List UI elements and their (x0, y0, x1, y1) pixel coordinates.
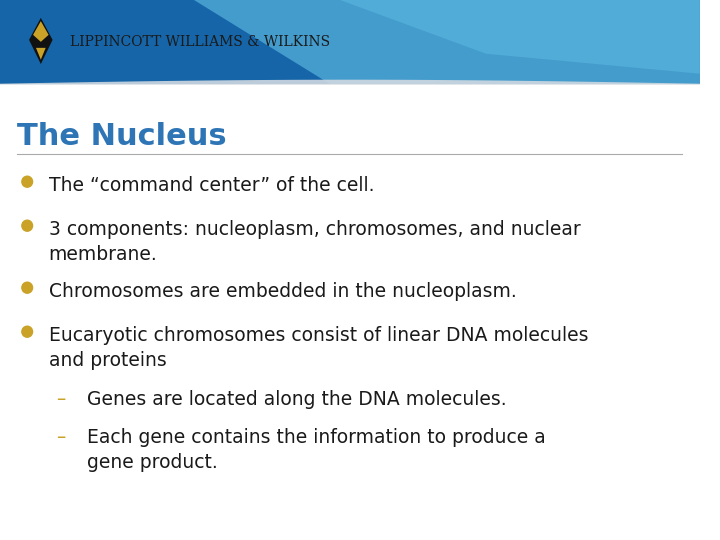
Polygon shape (36, 48, 45, 59)
Circle shape (22, 326, 32, 337)
Text: –: – (56, 390, 66, 409)
Text: Chromosomes are embedded in the nucleoplasm.: Chromosomes are embedded in the nucleopl… (48, 282, 516, 301)
Text: The Nucleus: The Nucleus (17, 122, 227, 151)
Circle shape (22, 220, 32, 231)
Text: LIPPINCOTT WILLIAMS & WILKINS: LIPPINCOTT WILLIAMS & WILKINS (70, 35, 330, 49)
Polygon shape (0, 80, 700, 85)
Text: –: – (56, 428, 66, 447)
Polygon shape (29, 18, 53, 64)
Polygon shape (340, 0, 700, 73)
Circle shape (22, 176, 32, 187)
Text: Genes are located along the DNA molecules.: Genes are located along the DNA molecule… (87, 390, 507, 409)
Text: The “command center” of the cell.: The “command center” of the cell. (48, 176, 374, 195)
Text: Eucaryotic chromosomes consist of linear DNA molecules
and proteins: Eucaryotic chromosomes consist of linear… (48, 326, 588, 370)
Text: Each gene contains the information to produce a
gene product.: Each gene contains the information to pr… (87, 428, 546, 472)
Polygon shape (33, 21, 48, 42)
Polygon shape (194, 0, 700, 84)
Circle shape (22, 282, 32, 293)
Text: 3 components: nucleoplasm, chromosomes, and nuclear
membrane.: 3 components: nucleoplasm, chromosomes, … (48, 220, 580, 264)
FancyBboxPatch shape (0, 0, 700, 84)
